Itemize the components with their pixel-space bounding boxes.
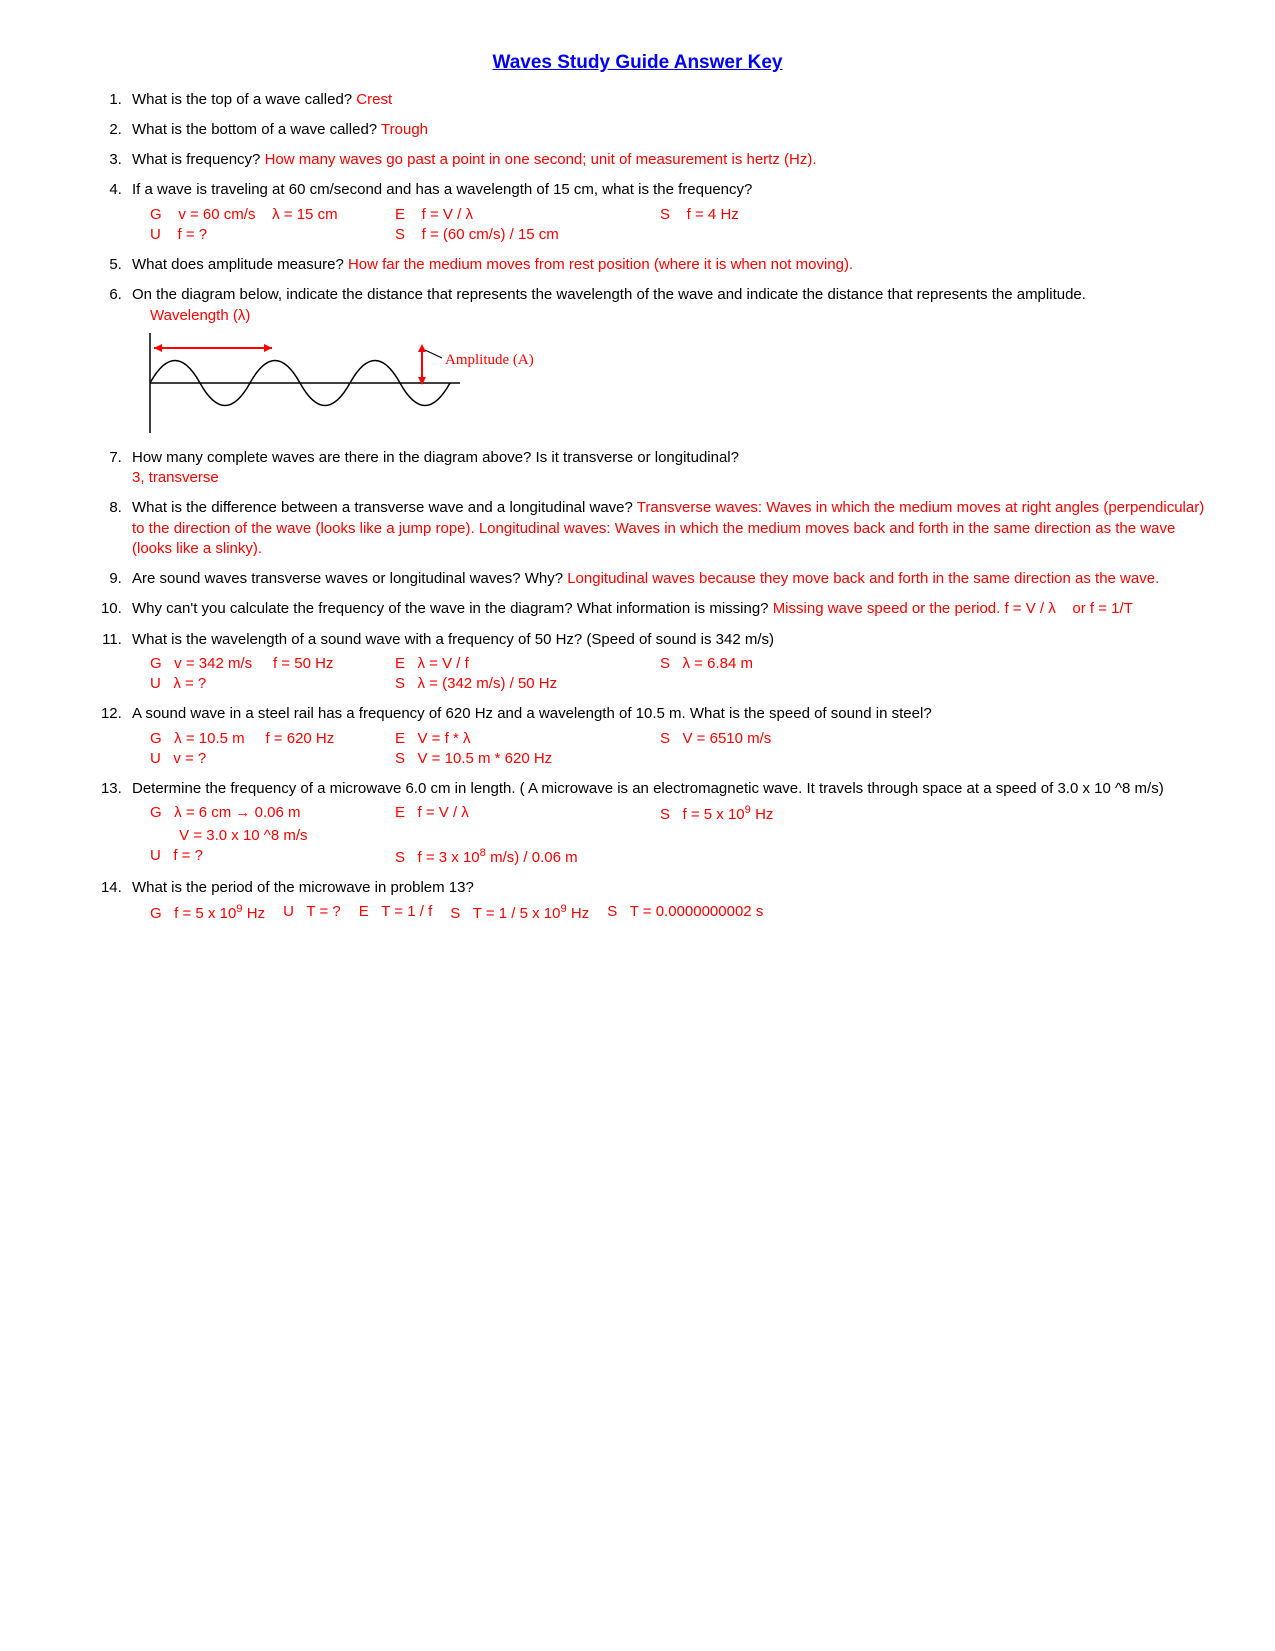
calc-substitute: S λ = (342 m/s) / 50 Hz [395, 674, 660, 694]
question-item: How many complete waves are there in the… [126, 448, 1205, 489]
question-text: What does amplitude measure? [132, 256, 348, 273]
question-text: Why can't you calculate the frequency of… [132, 600, 773, 617]
calculation-block: G λ = 6 cm → 0.06 m E f = V / λ S f = 5 … [132, 803, 1205, 868]
question-item: What does amplitude measure? How far the… [126, 255, 1205, 275]
calc-unknown: U T = ? [283, 902, 341, 924]
calc-equation: E λ = V / f [395, 654, 660, 674]
page-title: Waves Study Guide Answer Key [70, 50, 1205, 76]
calc-solution: S V = 6510 m/s [660, 729, 890, 749]
calc-given: G λ = 6 cm → 0.06 m [150, 803, 395, 825]
wavelength-label: Wavelength (λ) [150, 306, 1205, 326]
question-text: Determine the frequency of a microwave 6… [132, 780, 1164, 797]
answer-text: Trough [381, 121, 428, 138]
question-text: What is the period of the microwave in p… [132, 879, 474, 896]
calc-solution: S f = 5 x 109 Hz [660, 803, 890, 825]
calc-given: G v = 60 cm/s λ = 15 cm [150, 205, 395, 225]
calculation-block: G λ = 10.5 m f = 620 Hz E V = f * λ S V … [132, 729, 1205, 770]
answer-text: 3, transverse [132, 469, 219, 486]
calc-unknown: U f = ? [150, 846, 395, 868]
question-item: Are sound waves transverse waves or long… [126, 569, 1205, 589]
question-text: What is the difference between a transve… [132, 499, 637, 516]
calc-unknown: U λ = ? [150, 674, 395, 694]
wave-diagram: Amplitude (A) [142, 328, 582, 438]
calc-equation: E f = V / λ [395, 205, 660, 225]
calc-equation: E f = V / λ [395, 803, 660, 825]
question-item: A sound wave in a steel rail has a frequ… [126, 704, 1205, 769]
calc-substitute: S f = 3 x 108 m/s) / 0.06 m [395, 846, 660, 868]
question-item: If a wave is traveling at 60 cm/second a… [126, 180, 1205, 245]
question-text: What is the bottom of a wave called? [132, 121, 381, 138]
question-text: A sound wave in a steel rail has a frequ… [132, 705, 932, 722]
question-text: Are sound waves transverse waves or long… [132, 570, 567, 587]
question-list: What is the top of a wave called? Crest … [70, 90, 1205, 925]
question-item: What is the wavelength of a sound wave w… [126, 630, 1205, 695]
calc-equation: E T = 1 / f [359, 902, 433, 924]
question-item: What is the bottom of a wave called? Tro… [126, 120, 1205, 140]
question-item: Why can't you calculate the frequency of… [126, 599, 1205, 619]
calc-given-2: V = 3.0 x 10 ^8 m/s [150, 826, 395, 846]
question-text: How many complete waves are there in the… [132, 449, 739, 466]
question-item: What is the top of a wave called? Crest [126, 90, 1205, 110]
question-text: On the diagram below, indicate the dista… [132, 286, 1086, 303]
answer-text: How far the medium moves from rest posit… [348, 256, 853, 273]
answer-text: How many waves go past a point in one se… [265, 151, 817, 168]
calculation-block: G v = 342 m/s f = 50 Hz E λ = V / f S λ … [132, 654, 1205, 695]
answer-text: Missing wave speed or the period. f = V … [773, 600, 1133, 617]
calc-unknown: U v = ? [150, 749, 395, 769]
amplitude-label-svg: Amplitude (A) [445, 352, 534, 368]
calc-given: G λ = 10.5 m f = 620 Hz [150, 729, 395, 749]
question-text: If a wave is traveling at 60 cm/second a… [132, 181, 752, 198]
calc-substitute: S f = (60 cm/s) / 15 cm [395, 225, 660, 245]
question-item: What is the difference between a transve… [126, 498, 1205, 559]
question-item: Determine the frequency of a microwave 6… [126, 779, 1205, 868]
calc-given: G f = 5 x 109 Hz [150, 902, 265, 924]
answer-text: Crest [356, 91, 392, 108]
answer-text: Longitudinal waves because they move bac… [567, 570, 1159, 587]
calc-solution: S f = 4 Hz [660, 205, 890, 225]
calc-solution: S T = 0.0000000002 s [607, 902, 763, 924]
question-text: What is the top of a wave called? [132, 91, 356, 108]
calc-substitute: S T = 1 / 5 x 109 Hz [450, 902, 589, 924]
calc-solution: S λ = 6.84 m [660, 654, 890, 674]
calc-unknown: U f = ? [150, 225, 395, 245]
calc-substitute: S V = 10.5 m * 620 Hz [395, 749, 660, 769]
calc-given: G v = 342 m/s f = 50 Hz [150, 654, 395, 674]
question-text: What is the wavelength of a sound wave w… [132, 631, 774, 648]
calc-equation: E V = f * λ [395, 729, 660, 749]
calculation-block: G v = 60 cm/s λ = 15 cm E f = V / λ S f … [132, 205, 1205, 246]
question-text: What is frequency? [132, 151, 265, 168]
question-item: On the diagram below, indicate the dista… [126, 285, 1205, 438]
question-item: What is frequency? How many waves go pas… [126, 150, 1205, 170]
question-item: What is the period of the microwave in p… [126, 878, 1205, 925]
calculation-block: G f = 5 x 109 Hz U T = ? E T = 1 / f S T… [132, 902, 1205, 924]
